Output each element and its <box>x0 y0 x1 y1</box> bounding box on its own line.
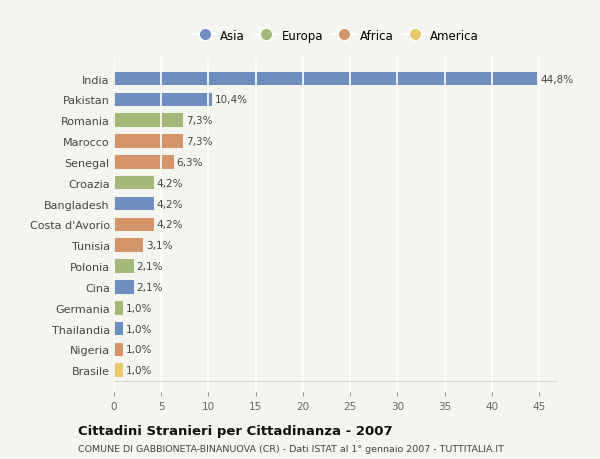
Text: COMUNE DI GABBIONETA-BINANUOVA (CR) - Dati ISTAT al 1° gennaio 2007 - TUTTITALIA: COMUNE DI GABBIONETA-BINANUOVA (CR) - Da… <box>78 444 504 453</box>
Bar <box>114 322 124 336</box>
Text: 7,3%: 7,3% <box>186 137 212 147</box>
Bar <box>114 93 212 107</box>
Text: 7,3%: 7,3% <box>186 116 212 126</box>
Text: 44,8%: 44,8% <box>540 74 573 84</box>
Bar <box>114 280 134 294</box>
Text: 1,0%: 1,0% <box>126 365 152 375</box>
Text: 1,0%: 1,0% <box>126 303 152 313</box>
Bar <box>114 343 124 357</box>
Text: Cittadini Stranieri per Cittadinanza - 2007: Cittadini Stranieri per Cittadinanza - 2… <box>78 424 392 437</box>
Text: 4,2%: 4,2% <box>157 179 183 188</box>
Text: 4,2%: 4,2% <box>157 220 183 230</box>
Text: 6,3%: 6,3% <box>176 157 203 168</box>
Bar <box>114 218 154 232</box>
Text: 2,1%: 2,1% <box>137 282 163 292</box>
Bar <box>114 177 154 190</box>
Text: 1,0%: 1,0% <box>126 324 152 334</box>
Bar <box>114 135 183 149</box>
Bar <box>114 156 173 169</box>
Bar <box>114 114 183 128</box>
Bar <box>114 364 124 377</box>
Legend: Asia, Europa, Africa, America: Asia, Europa, Africa, America <box>188 25 484 47</box>
Text: 2,1%: 2,1% <box>137 262 163 271</box>
Text: 1,0%: 1,0% <box>126 345 152 355</box>
Text: 3,1%: 3,1% <box>146 241 173 251</box>
Text: 10,4%: 10,4% <box>215 95 248 105</box>
Bar <box>114 197 154 211</box>
Bar <box>114 73 537 86</box>
Bar <box>114 260 134 273</box>
Bar <box>114 239 143 252</box>
Text: 4,2%: 4,2% <box>157 199 183 209</box>
Bar <box>114 301 124 315</box>
